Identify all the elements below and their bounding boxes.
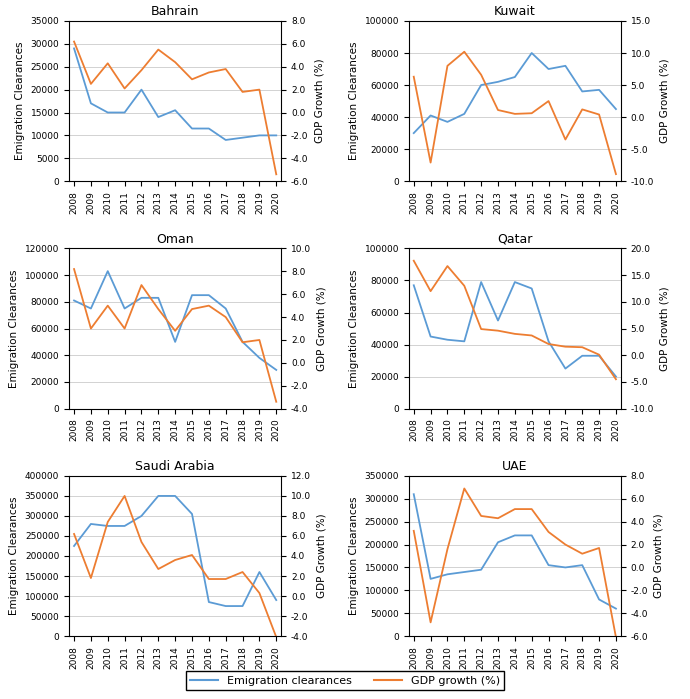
Y-axis label: Emigration Clearances: Emigration Clearances (349, 497, 359, 615)
Title: UAE: UAE (502, 461, 528, 473)
Y-axis label: GDP Growth (%): GDP Growth (%) (317, 286, 326, 371)
Legend: Emigration clearances, GDP growth (%): Emigration clearances, GDP growth (%) (186, 671, 504, 690)
Y-axis label: Emigration Clearances: Emigration Clearances (9, 497, 19, 615)
Y-axis label: Emigration Clearances: Emigration Clearances (349, 269, 359, 388)
Title: Bahrain: Bahrain (151, 6, 199, 18)
Y-axis label: GDP Growth (%): GDP Growth (%) (660, 59, 670, 143)
Y-axis label: Emigration Clearances: Emigration Clearances (15, 42, 25, 160)
Y-axis label: GDP Growth (%): GDP Growth (%) (654, 514, 664, 598)
Title: Oman: Oman (157, 233, 194, 246)
Y-axis label: Emigration Clearances: Emigration Clearances (9, 269, 19, 388)
Y-axis label: Emigration Clearances: Emigration Clearances (349, 42, 359, 160)
Title: Saudi Arabia: Saudi Arabia (135, 461, 215, 473)
Y-axis label: GDP Growth (%): GDP Growth (%) (317, 514, 326, 598)
Y-axis label: GDP Growth (%): GDP Growth (%) (660, 286, 670, 371)
Y-axis label: GDP Growth (%): GDP Growth (%) (314, 59, 324, 143)
Title: Kuwait: Kuwait (494, 6, 535, 18)
Title: Qatar: Qatar (497, 233, 533, 246)
